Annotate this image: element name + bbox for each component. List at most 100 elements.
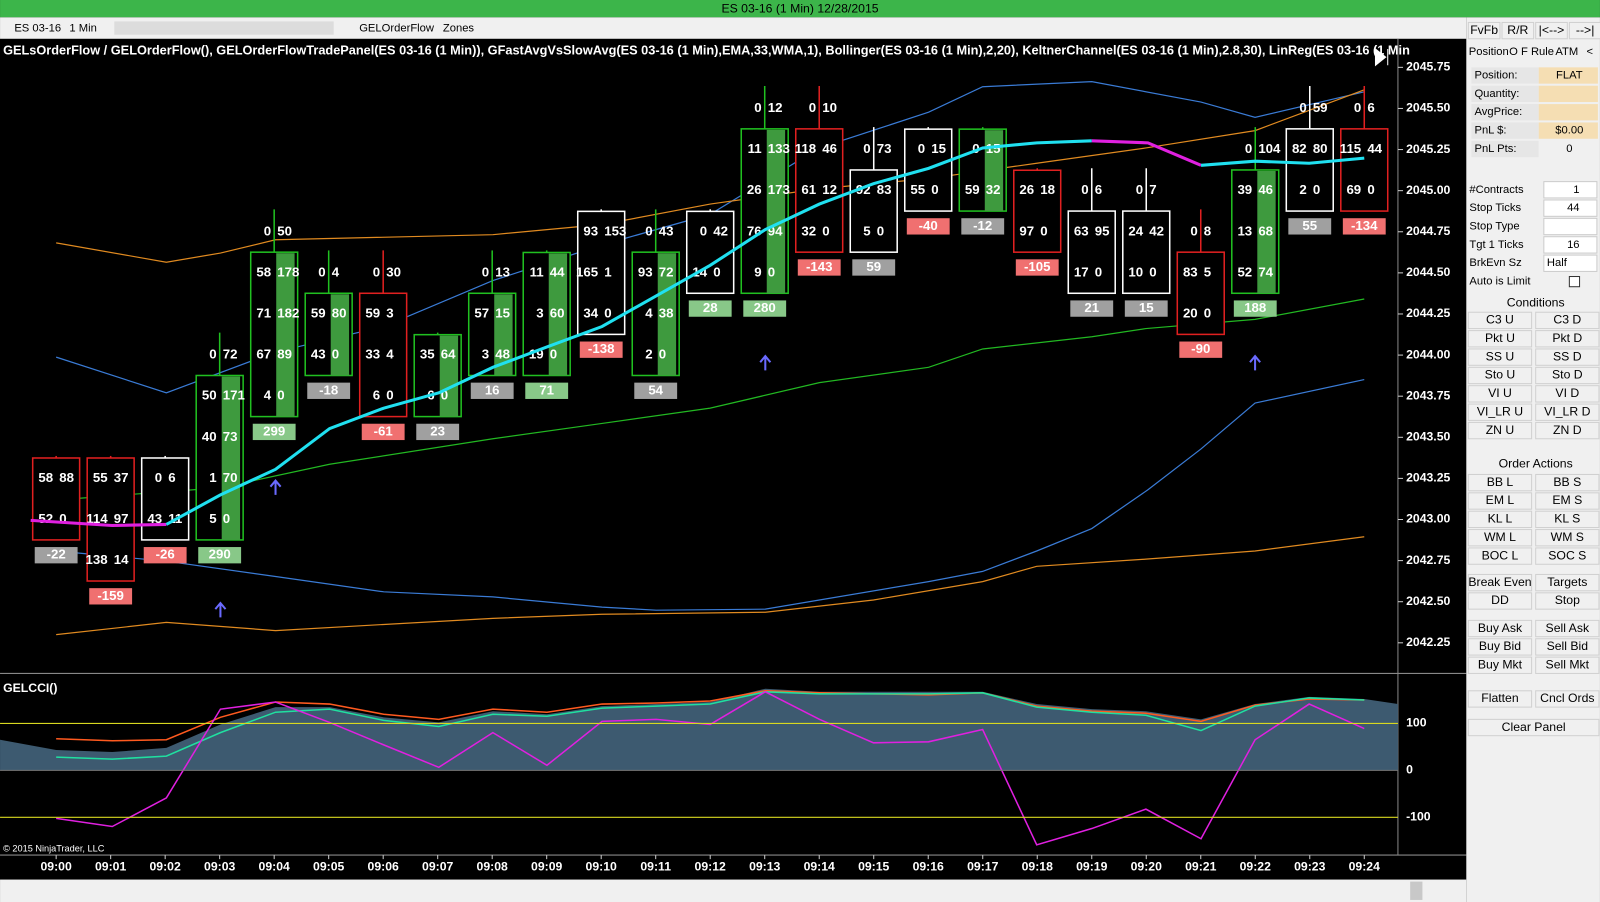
condition-button[interactable] (1467, 348, 1533, 366)
condition-button-label[interactable]: Sto D (1552, 368, 1583, 382)
tab-label[interactable]: |<--> (1539, 23, 1565, 37)
setting-value[interactable]: Half (1547, 257, 1568, 269)
disabled-button-label[interactable]: Stop (1555, 593, 1580, 607)
checkbox[interactable] (1568, 276, 1581, 288)
condition-button-label[interactable]: VI_LR U (1477, 404, 1523, 418)
condition-button[interactable] (1535, 403, 1600, 421)
flatten-button-label[interactable]: Cncl Ords (1540, 691, 1594, 705)
disabled-button-label[interactable]: DD (1491, 593, 1509, 607)
condition-button-label[interactable]: SS U (1486, 349, 1515, 363)
tab-label[interactable]: -->| (1576, 23, 1594, 37)
condition-button[interactable] (1467, 330, 1533, 348)
setting-input[interactable] (1543, 254, 1598, 272)
tab[interactable] (1467, 21, 1501, 40)
condition-button-label[interactable]: VI_LR D (1544, 404, 1590, 418)
horizontal-scrollbar[interactable] (0, 879, 1467, 902)
period-select[interactable]: 1 Min (69, 23, 96, 35)
trade-button[interactable] (1467, 656, 1533, 674)
condition-button-label[interactable]: ZN U (1486, 423, 1515, 437)
order-button-label[interactable]: EM L (1486, 493, 1515, 507)
setting-input[interactable] (1543, 217, 1598, 236)
disabled-button-label[interactable]: Targets (1547, 575, 1587, 589)
trade-button-label[interactable]: Sell Mkt (1546, 658, 1590, 672)
condition-button[interactable] (1535, 366, 1600, 385)
condition-button[interactable] (1535, 385, 1600, 403)
order-button[interactable] (1467, 492, 1533, 510)
instrument-select[interactable]: ES 03-16 (14, 23, 61, 35)
setting-value[interactable]: 16 (1567, 239, 1579, 251)
trade-button[interactable] (1535, 619, 1600, 638)
clear-button-label[interactable]: Clear Panel (1502, 720, 1566, 734)
condition-button-label[interactable]: Pkt D (1552, 331, 1582, 345)
disabled-button[interactable] (1467, 573, 1533, 592)
toolbar-icons[interactable] (114, 21, 334, 35)
setting-input[interactable] (1543, 181, 1598, 199)
order-button[interactable] (1535, 510, 1600, 529)
condition-button-label[interactable]: Pkt U (1485, 331, 1515, 345)
template-select[interactable]: GELOrderFlow (359, 23, 435, 35)
order-button-label[interactable]: WM S (1551, 530, 1584, 544)
condition-button[interactable] (1535, 421, 1600, 440)
order-button-label[interactable]: KL L (1488, 512, 1513, 526)
condition-button[interactable] (1467, 421, 1533, 440)
condition-button[interactable] (1467, 366, 1533, 385)
setting-value[interactable]: 1 (1573, 184, 1579, 196)
trade-button[interactable] (1467, 638, 1533, 656)
condition-button[interactable] (1535, 330, 1600, 348)
condition-button-label[interactable]: Sto U (1485, 368, 1516, 382)
tab-label[interactable]: FvFb (1470, 23, 1498, 37)
order-button[interactable] (1535, 492, 1600, 510)
trade-button-label[interactable]: Sell Bid (1547, 639, 1589, 653)
order-button[interactable] (1467, 547, 1533, 565)
setting-input[interactable] (1543, 236, 1598, 254)
condition-button-label[interactable]: C3 U (1486, 313, 1514, 327)
condition-button[interactable] (1467, 311, 1533, 330)
order-button-label[interactable]: SOC S (1548, 548, 1586, 562)
order-button[interactable] (1535, 529, 1600, 547)
tab-label[interactable]: R/R (1507, 23, 1528, 37)
scroll-thumb[interactable] (1410, 881, 1423, 900)
condition-button[interactable] (1467, 403, 1533, 421)
disabled-button-label[interactable]: Break Even (1468, 575, 1531, 589)
trade-button-label[interactable]: Buy Ask (1478, 621, 1523, 635)
order-button-label[interactable]: BB S (1553, 475, 1581, 489)
subtab[interactable]: O F Rule (1509, 46, 1554, 58)
tab[interactable] (1535, 21, 1568, 40)
flatten-button-label[interactable]: Flatten (1481, 691, 1519, 705)
scroll-end-button[interactable] (1374, 47, 1389, 67)
tab[interactable] (1501, 21, 1535, 40)
order-button-label[interactable]: WM L (1484, 530, 1516, 544)
condition-button-label[interactable]: C3 D (1553, 313, 1581, 327)
disabled-button[interactable] (1535, 592, 1600, 610)
condition-button-label[interactable]: VI U (1488, 386, 1512, 400)
setting-value[interactable]: 44 (1567, 202, 1579, 214)
zones-select[interactable]: Zones (443, 23, 475, 35)
order-button[interactable] (1467, 510, 1533, 529)
tab[interactable] (1568, 21, 1600, 40)
trade-button[interactable] (1535, 656, 1600, 674)
clear-button[interactable] (1467, 718, 1600, 737)
order-button[interactable] (1467, 473, 1533, 492)
order-button-label[interactable]: EM S (1552, 493, 1582, 507)
condition-button[interactable] (1535, 311, 1600, 330)
subtab[interactable]: Position (1469, 46, 1509, 58)
trade-button-label[interactable]: Buy Bid (1479, 639, 1521, 653)
setting-input[interactable] (1543, 199, 1598, 217)
condition-button-label[interactable]: VI D (1555, 386, 1579, 400)
order-button-label[interactable]: KL S (1554, 512, 1580, 526)
condition-button-label[interactable]: SS D (1553, 349, 1582, 363)
order-button[interactable] (1467, 529, 1533, 547)
subtab[interactable]: < (1586, 46, 1593, 58)
condition-button[interactable] (1467, 385, 1533, 403)
trade-button-label[interactable]: Sell Ask (1546, 621, 1590, 635)
order-button[interactable] (1535, 473, 1600, 492)
order-button-label[interactable]: BOC L (1482, 548, 1519, 562)
trade-button[interactable] (1535, 638, 1600, 656)
order-button-label[interactable]: BB L (1487, 475, 1514, 489)
disabled-button[interactable] (1467, 592, 1533, 610)
disabled-button[interactable] (1535, 573, 1600, 592)
condition-button[interactable] (1535, 348, 1600, 366)
order-button[interactable] (1535, 547, 1600, 565)
trade-button-label[interactable]: Buy Mkt (1478, 658, 1523, 672)
flatten-button[interactable] (1535, 690, 1600, 708)
